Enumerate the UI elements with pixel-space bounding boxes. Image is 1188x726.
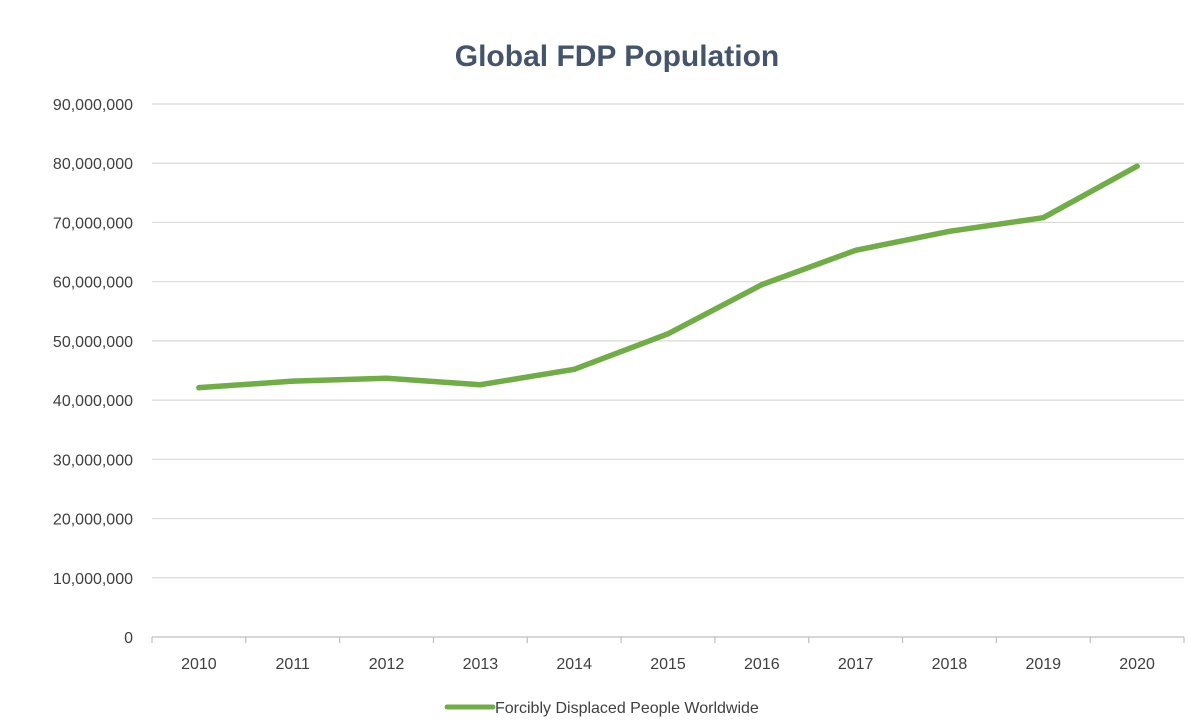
x-tick-label: 2013 [463, 656, 499, 673]
chart-title: Global FDP Population [455, 40, 779, 73]
data-point [665, 331, 671, 337]
y-tick-label: 0 [124, 630, 133, 647]
x-tick-label: 2019 [1025, 656, 1061, 673]
x-tick-label: 2010 [181, 656, 217, 673]
y-tick-label: 60,000,000 [53, 275, 133, 292]
y-tick-label: 70,000,000 [53, 215, 133, 232]
data-point [1040, 215, 1046, 221]
data-point [946, 228, 953, 235]
series-line [196, 163, 1140, 391]
data-point [383, 375, 390, 381]
gridlines [152, 103, 1184, 579]
legend: Forcibly Displaced People Worldwide [444, 700, 759, 717]
y-tick-label: 40,000,000 [53, 393, 133, 410]
y-tick-label: 50,000,000 [53, 334, 133, 351]
x-axis-tick-labels: 2010 2011 2012 2013 2014 2015 2016 2017 2018 2019… [181, 656, 1155, 673]
x-tick-label: 2018 [932, 656, 968, 673]
y-axis-tick-labels: 0 10,000,000 20,000,000 30,000,000 40,000,00… [53, 97, 133, 647]
data-point [852, 247, 859, 253]
y-tick-label: 20,000,000 [53, 512, 133, 529]
y-tick-label: 90,000,000 [53, 97, 133, 114]
data-point [477, 382, 484, 388]
x-tick-label: 2011 [276, 656, 311, 673]
data-point [759, 281, 765, 288]
x-tick-label: 2014 [556, 656, 592, 673]
data-point [290, 378, 296, 384]
x-tick-label: 2015 [650, 656, 686, 673]
series-lines [196, 163, 1140, 391]
y-tick-label: 80,000,000 [53, 156, 133, 173]
x-tick-label: 2020 [1119, 656, 1155, 673]
x-tick-label: 2016 [744, 656, 780, 673]
y-tick-label: 30,000,000 [53, 452, 133, 469]
data-point [1134, 163, 1140, 169]
x-axis [151, 636, 1185, 643]
y-tick-label: 10,000,000 [53, 571, 133, 588]
data-point [196, 384, 202, 391]
legend-label: Forcibly Displaced People Worldwide [495, 700, 759, 717]
x-tick-label: 2012 [369, 656, 405, 673]
x-tick-label: 2017 [838, 656, 874, 673]
data-point [571, 366, 577, 373]
